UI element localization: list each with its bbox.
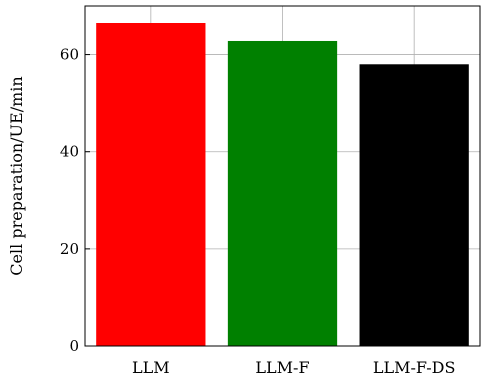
x-tick-label: LLM	[132, 358, 170, 377]
y-tick-label: 60	[60, 46, 79, 64]
x-tick-labels: LLM LLM-F LLM-F-DS	[132, 358, 455, 377]
x-tick-label: LLM-F	[255, 358, 309, 377]
y-tick-label: 0	[69, 337, 79, 355]
bars	[96, 23, 469, 347]
y-axis-label: Cell preparation/UE/min	[7, 76, 26, 275]
plot-frame	[84, 5, 481, 347]
y-ticks: 0 20 40 60	[60, 46, 90, 355]
y-tick-label: 20	[60, 240, 79, 258]
bar-llm	[96, 23, 206, 346]
bar-llm-f-ds	[359, 64, 469, 347]
y-tick-label: 40	[60, 143, 79, 161]
bar-llm-f	[227, 40, 338, 346]
x-tick-label: LLM-F-DS	[373, 358, 456, 377]
